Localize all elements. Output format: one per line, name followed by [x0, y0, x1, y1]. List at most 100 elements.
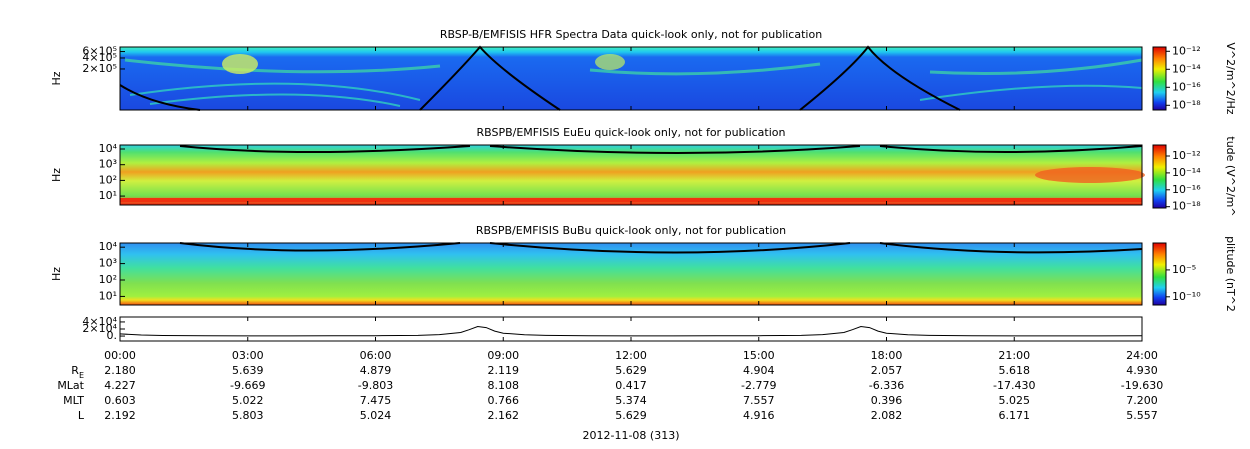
- colorbar-label: plitude (nT^2: [1224, 236, 1237, 312]
- panel-title: RBSPB/EMFISIS BuBu quick-look only, not …: [476, 224, 786, 237]
- ephemeris-value: 4.227: [104, 379, 136, 392]
- colorbar-tick-label: 10⁻¹⁸: [1172, 200, 1201, 213]
- y-axis-label: Hz: [50, 267, 63, 281]
- panel-title: RBSP-B/EMFISIS HFR Spectra Data quick-lo…: [440, 28, 822, 41]
- y-axis-label: Hz: [50, 71, 63, 85]
- panel: [120, 242, 1143, 305]
- ephemeris-value: 5.618: [999, 364, 1031, 377]
- spectrogram: [120, 243, 1142, 305]
- x-tick-label: 15:00: [743, 349, 775, 362]
- emission-blob: [1035, 167, 1145, 183]
- ephemeris-label-sub: E: [79, 371, 84, 380]
- ephemeris-value: 4.930: [1126, 364, 1158, 377]
- x-tick-label: 24:00: [1126, 349, 1158, 362]
- ephemeris-value: -9.803: [358, 379, 393, 392]
- panel: [120, 145, 1145, 205]
- ephemeris-value: -6.336: [869, 379, 904, 392]
- y-tick-label: 0.: [107, 329, 118, 342]
- ephemeris-value: 2.192: [104, 409, 136, 422]
- ephemeris-value: 2.119: [488, 364, 520, 377]
- y-tick-label: 2×10⁴: [82, 322, 117, 335]
- y-tick-label: 6×10⁵: [82, 45, 117, 58]
- ephemeris-value: 4.904: [743, 364, 775, 377]
- colorbar: [1152, 46, 1167, 111]
- ephemeris-value: 7.557: [743, 394, 775, 407]
- colorbar-tick-label: 10⁻¹⁸: [1172, 98, 1201, 111]
- ephemeris-value: 5.639: [232, 364, 264, 377]
- ephemeris-value: 5.022: [232, 394, 264, 407]
- x-tick-label: 09:00: [487, 349, 519, 362]
- y-tick-label: 4×10⁵: [82, 51, 117, 64]
- ephemeris-value: 5.024: [360, 409, 392, 422]
- y-tick-label: 10²: [99, 273, 117, 286]
- colorbar-tick-label: 10⁻¹²: [1172, 44, 1201, 57]
- x-tick-label: 18:00: [871, 349, 903, 362]
- ephemeris-value: 5.025: [999, 394, 1031, 407]
- ephemeris-value: 5.803: [232, 409, 264, 422]
- panel: [119, 45, 1143, 111]
- y-tick-label: 10⁴: [99, 240, 118, 253]
- ephemeris-value: 5.557: [1126, 409, 1158, 422]
- colorbar: [1152, 242, 1167, 306]
- ephemeris-label: L: [78, 409, 85, 422]
- ephemeris-label: RE: [71, 364, 84, 380]
- ephemeris-value: 0.396: [871, 394, 903, 407]
- x-tick-label: 03:00: [232, 349, 264, 362]
- ephemeris-value: 5.629: [615, 364, 647, 377]
- ephemeris-value: 2.162: [488, 409, 520, 422]
- ephemeris-value: 0.603: [104, 394, 136, 407]
- ephemeris-value: 5.374: [615, 394, 647, 407]
- ephemeris-value: 5.629: [615, 409, 647, 422]
- y-tick-label: 10¹: [99, 189, 117, 202]
- ephemeris-value: 0.766: [488, 394, 520, 407]
- panel: [119, 325, 1143, 337]
- cyclotron-line: [179, 145, 1143, 154]
- panel-title: RBSPB/EMFISIS EuEu quick-look only, not …: [476, 126, 785, 139]
- y-tick-label: 10²: [99, 173, 117, 186]
- emission-blob: [222, 54, 258, 74]
- ephemeris-value: 2.180: [104, 364, 136, 377]
- y-tick-label: 2×10⁵: [82, 62, 117, 75]
- x-tick-label: 00:00: [104, 349, 136, 362]
- ephemeris-value: 6.171: [999, 409, 1031, 422]
- emission-band: [129, 82, 1143, 107]
- ephemeris-value: 7.475: [360, 394, 392, 407]
- emission-band: [124, 58, 1143, 76]
- colorbar-tick-label: 10⁻¹⁴: [1172, 166, 1201, 179]
- ephemeris-value: 0.417: [615, 379, 647, 392]
- ephemeris-value: 2.082: [871, 409, 903, 422]
- x-axis-label: 2012-11-08 (313): [582, 429, 679, 442]
- emission-blob: [595, 54, 625, 70]
- colorbar: [1152, 144, 1167, 209]
- ephemeris-value: 7.200: [1126, 394, 1158, 407]
- spectrogram: [120, 145, 1142, 205]
- y-tick-label: 10³: [99, 158, 117, 171]
- colorbar-tick-label: 10⁻¹²: [1172, 149, 1201, 162]
- colorbar-label: V^2/m^2/Hz: [1224, 42, 1237, 114]
- colorbar-tick-label: 10⁻¹⁶: [1172, 183, 1201, 196]
- ephemeris-label-text: R: [71, 364, 79, 377]
- colorbar-tick-label: 10⁻⁵: [1172, 263, 1196, 276]
- ephemeris-label: MLat: [57, 379, 84, 392]
- ephemeris-label-text: MLat: [57, 379, 84, 392]
- x-tick-label: 06:00: [360, 349, 392, 362]
- x-tick-label: 12:00: [615, 349, 647, 362]
- ephemeris-value: 2.057: [871, 364, 903, 377]
- ephemeris-label-text: L: [78, 409, 85, 422]
- colorbar-tick-label: 10⁻¹⁶: [1172, 80, 1201, 93]
- x-tick-label: 21:00: [998, 349, 1030, 362]
- ephemeris-value: -2.779: [741, 379, 776, 392]
- colorbar-label: tude (V^2/m^: [1224, 136, 1237, 216]
- ephemeris-value: 4.879: [360, 364, 392, 377]
- spectrogram: [120, 47, 1142, 110]
- y-tick-label: 10³: [99, 257, 117, 270]
- ephemeris-value: -19.630: [1121, 379, 1163, 392]
- y-tick-label: 10⁴: [99, 142, 118, 155]
- colorbar-tick-label: 10⁻¹⁴: [1172, 62, 1201, 75]
- colorbar-tick-label: 10⁻¹⁰: [1172, 290, 1201, 303]
- ephemeris-value: 8.108: [488, 379, 520, 392]
- y-tick-label: 4×10⁴: [82, 315, 117, 328]
- ephemeris-value: 4.916: [743, 409, 775, 422]
- ephemeris-label: MLT: [63, 394, 84, 407]
